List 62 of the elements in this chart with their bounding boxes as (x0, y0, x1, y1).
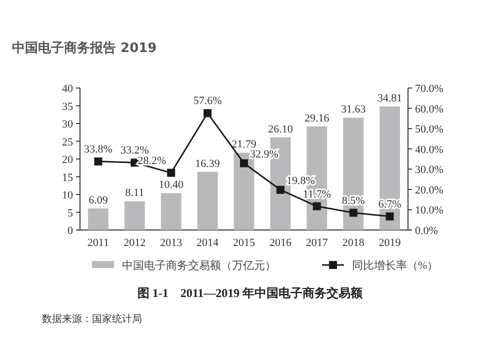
y-tick-label: 30 (62, 118, 74, 130)
y2-tick-label: 70.0% (415, 83, 444, 95)
y-tick-label: 0 (68, 225, 74, 237)
y2-tick-label: 60.0% (415, 103, 444, 116)
legend-label: 中国电子商务交易额（万亿元） (122, 259, 276, 272)
point (167, 168, 176, 177)
y2-tick-label: 40.0% (415, 144, 444, 156)
point (94, 157, 102, 166)
data-label: 31.63 (340, 104, 366, 116)
data-label: 8.5% (342, 194, 365, 207)
bar (197, 172, 218, 230)
data-label: 8.11 (125, 187, 144, 200)
data-label: 33.2% (120, 144, 149, 157)
y-tick-label: 10 (62, 190, 74, 202)
data-label: 19.8% (286, 174, 315, 187)
x-tick-label: 2019 (378, 237, 402, 249)
y-tick-label: 40 (62, 83, 74, 95)
legend-label: 同比增长率（%） (352, 259, 438, 272)
x-tick-label: 2016 (269, 237, 292, 249)
bar (124, 201, 145, 230)
y2-tick-label: 50.0% (415, 124, 444, 136)
data-label: 11.7% (302, 188, 331, 200)
data-label: 26.10 (268, 123, 294, 136)
y2-tick-label: 0.0% (415, 225, 438, 237)
y-tick-label: 15 (62, 172, 74, 184)
x-tick-label: 2014 (196, 237, 220, 249)
data-label: 21.79 (232, 138, 257, 151)
y-tick-label: 20 (62, 154, 74, 166)
text: 图 1-1 2011—2019 年中国电子商务交易额 (137, 286, 364, 300)
y2-tick-label: 30.0% (415, 164, 444, 176)
data-label: 10.40 (158, 179, 184, 192)
y2-tick-label: 20.0% (415, 184, 444, 196)
point (240, 159, 248, 168)
x-tick-label: 2012 (124, 237, 146, 249)
y2-tick-label: 10.0% (415, 204, 444, 217)
y-tick-label: 25 (62, 136, 74, 148)
x-tick-label: 2015 (233, 237, 256, 249)
data-label: 16.39 (195, 158, 220, 170)
data-label: 29.16 (304, 112, 330, 124)
bar (88, 208, 108, 230)
source-note: 数据来源：国家统计局 (42, 313, 142, 325)
x-tick-label: 2017 (306, 237, 328, 249)
data-label: 6.7% (378, 198, 402, 210)
data-label: 32.9% (250, 148, 278, 160)
point (276, 186, 284, 194)
x-tick-label: 2011 (87, 237, 110, 249)
bar (380, 106, 400, 230)
bar (343, 118, 364, 230)
data-label: 33.8% (84, 143, 112, 156)
x-tick-label: 2018 (342, 237, 365, 249)
bar (160, 193, 182, 230)
y-tick-label: 35 (62, 100, 74, 113)
chart-subtitle: 中国电子商务报告 2019 (12, 40, 157, 56)
data-label: 57.6% (193, 95, 222, 108)
point (349, 208, 358, 217)
data-label: 6.09 (88, 194, 108, 206)
point (204, 109, 212, 118)
y-tick-label: 5 (68, 207, 74, 220)
x-tick-label: 2013 (160, 237, 183, 249)
point (312, 202, 321, 210)
point (386, 212, 394, 220)
data-label: 34.81 (377, 92, 402, 104)
